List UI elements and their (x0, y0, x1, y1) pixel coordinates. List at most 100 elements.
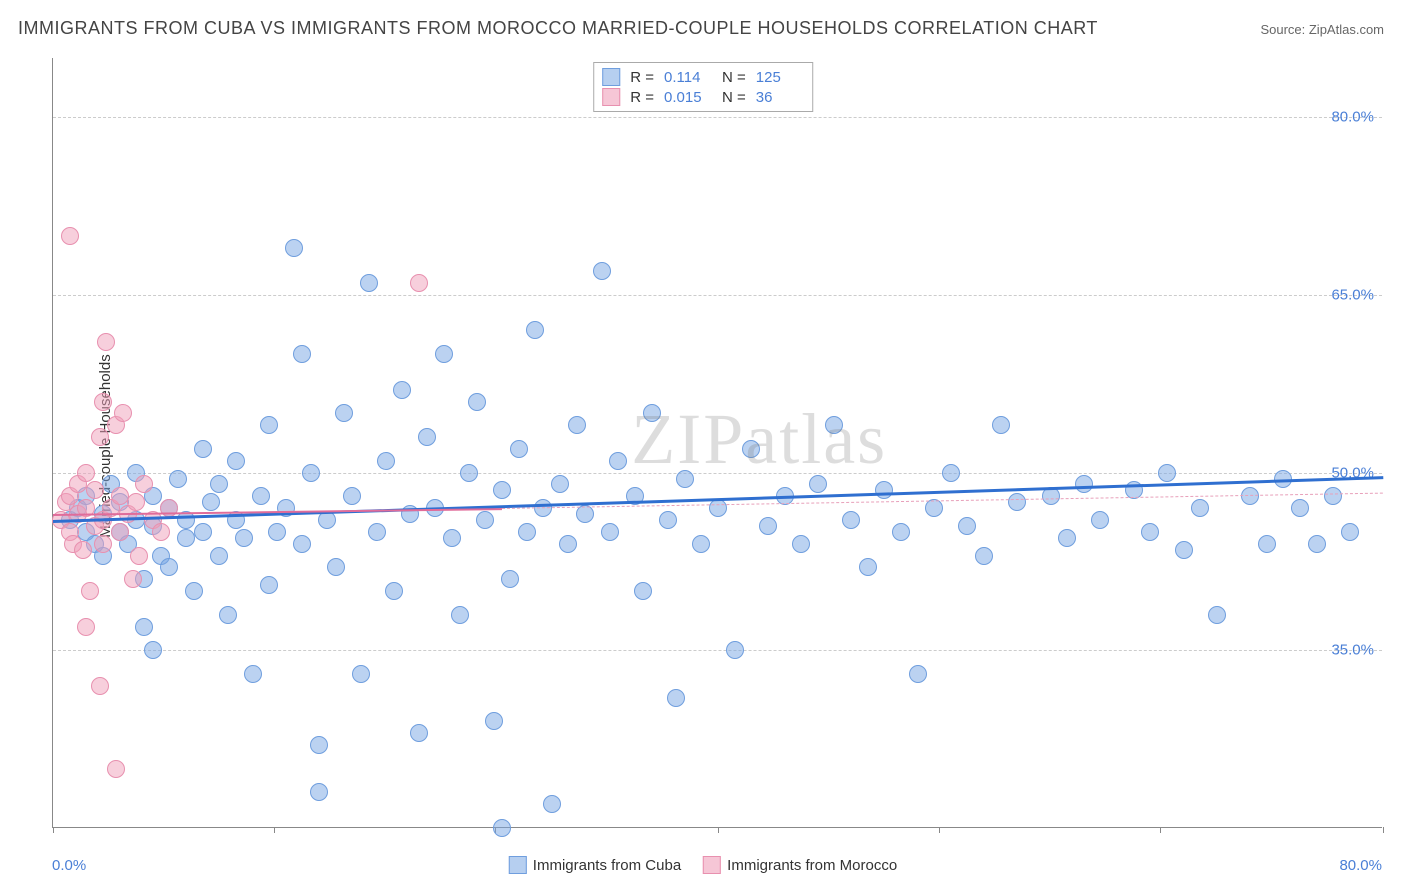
source-text: Source: ZipAtlas.com (1260, 22, 1384, 37)
gridline (53, 473, 1382, 474)
point-cuba (260, 576, 278, 594)
point-cuba (1075, 475, 1093, 493)
legend-series-item: Immigrants from Cuba (509, 856, 681, 874)
point-cuba (568, 416, 586, 434)
point-cuba (842, 511, 860, 529)
point-cuba (1141, 523, 1159, 541)
point-cuba (393, 381, 411, 399)
point-cuba (360, 274, 378, 292)
n-value: 36 (756, 89, 804, 106)
x-axis-max-label: 80.0% (1339, 857, 1382, 874)
point-cuba (210, 475, 228, 493)
point-cuba (551, 475, 569, 493)
point-morocco (77, 464, 95, 482)
point-cuba (1158, 464, 1176, 482)
point-cuba (742, 440, 760, 458)
point-cuba (875, 481, 893, 499)
plot-area: 35.0%50.0%65.0%80.0% (52, 58, 1382, 828)
point-cuba (792, 535, 810, 553)
point-morocco (107, 760, 125, 778)
point-cuba (318, 511, 336, 529)
point-cuba (385, 582, 403, 600)
point-cuba (451, 606, 469, 624)
point-cuba (460, 464, 478, 482)
point-cuba (268, 523, 286, 541)
point-cuba (244, 665, 262, 683)
point-cuba (601, 523, 619, 541)
legend-swatch (509, 856, 527, 874)
point-morocco (74, 541, 92, 559)
point-morocco (91, 428, 109, 446)
point-cuba (609, 452, 627, 470)
point-cuba (692, 535, 710, 553)
point-cuba (310, 736, 328, 754)
legend-swatch (602, 68, 620, 86)
point-cuba (352, 665, 370, 683)
point-cuba (235, 529, 253, 547)
point-cuba (227, 452, 245, 470)
point-cuba (593, 262, 611, 280)
point-cuba (1191, 499, 1209, 517)
n-label: N = (722, 69, 746, 86)
r-value: 0.015 (664, 89, 712, 106)
point-morocco (135, 475, 153, 493)
x-tick (1383, 827, 1384, 833)
legend-series: Immigrants from CubaImmigrants from Moro… (509, 856, 897, 874)
x-axis-min-label: 0.0% (52, 857, 86, 874)
point-morocco (111, 487, 129, 505)
legend-stats-row: R =0.015N =36 (602, 87, 804, 107)
point-morocco (94, 393, 112, 411)
point-cuba (543, 795, 561, 813)
point-cuba (643, 404, 661, 422)
point-cuba (809, 475, 827, 493)
point-morocco (94, 535, 112, 553)
point-morocco (77, 618, 95, 636)
point-cuba (909, 665, 927, 683)
point-cuba (825, 416, 843, 434)
point-cuba (1241, 487, 1259, 505)
point-cuba (1341, 523, 1359, 541)
point-cuba (659, 511, 677, 529)
point-cuba (327, 558, 345, 576)
point-cuba (169, 470, 187, 488)
point-cuba (1258, 535, 1276, 553)
point-morocco (111, 523, 129, 541)
point-cuba (518, 523, 536, 541)
point-cuba (1291, 499, 1309, 517)
point-cuba (476, 511, 494, 529)
point-cuba (1008, 493, 1026, 511)
n-label: N = (722, 89, 746, 106)
gridline (53, 117, 1382, 118)
legend-stats-row: R =0.114N =125 (602, 67, 804, 87)
point-cuba (418, 428, 436, 446)
point-morocco (97, 333, 115, 351)
point-cuba (293, 535, 311, 553)
legend-series-label: Immigrants from Cuba (533, 857, 681, 874)
point-morocco (86, 481, 104, 499)
point-cuba (667, 689, 685, 707)
point-cuba (260, 416, 278, 434)
point-cuba (526, 321, 544, 339)
chart-title: IMMIGRANTS FROM CUBA VS IMMIGRANTS FROM … (18, 18, 1098, 39)
point-morocco (61, 227, 79, 245)
x-tick (53, 827, 54, 833)
point-morocco (152, 523, 170, 541)
point-cuba (1208, 606, 1226, 624)
point-morocco (124, 570, 142, 588)
point-cuba (252, 487, 270, 505)
point-cuba (759, 517, 777, 535)
point-cuba (219, 606, 237, 624)
point-cuba (144, 641, 162, 659)
point-cuba (194, 523, 212, 541)
point-cuba (302, 464, 320, 482)
point-cuba (1042, 487, 1060, 505)
r-value: 0.114 (664, 69, 712, 86)
point-cuba (368, 523, 386, 541)
point-cuba (958, 517, 976, 535)
point-morocco (127, 493, 145, 511)
x-tick (1160, 827, 1161, 833)
point-cuba (310, 783, 328, 801)
point-cuba (559, 535, 577, 553)
x-tick (939, 827, 940, 833)
point-cuba (135, 618, 153, 636)
